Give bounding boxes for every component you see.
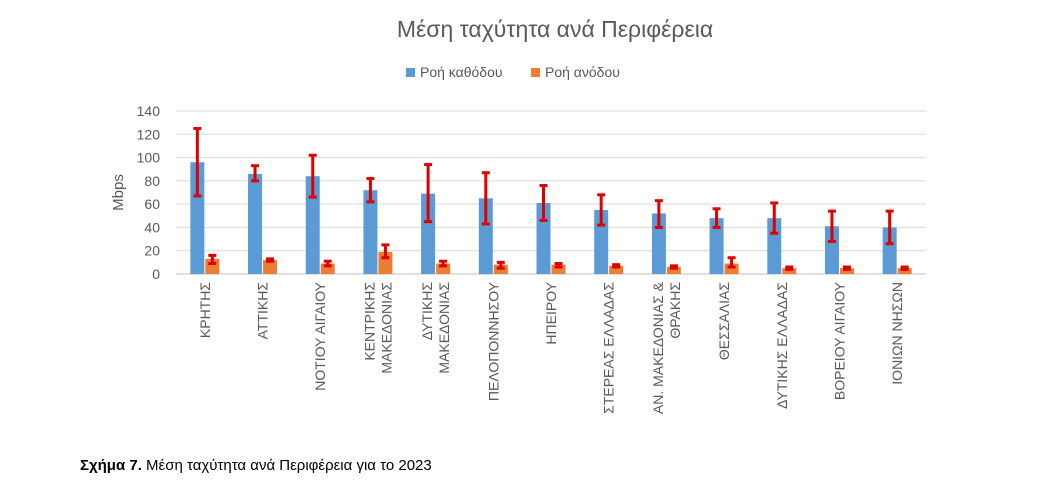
y-tick-label: 60 [144, 196, 160, 212]
x-tick-label: ΔΥΤΙΚΗΣ [419, 282, 435, 341]
figure-caption: Σχήμα 7. Μέση ταχύτητα ανά Περιφέρεια γι… [80, 457, 432, 474]
bar-upload [724, 263, 739, 274]
x-tick-label: ΘΡΑΚΗΣ [667, 282, 683, 339]
y-tick-label: 140 [137, 103, 161, 119]
bar-upload [839, 268, 854, 274]
bar-download [190, 162, 205, 274]
bar-download [709, 218, 724, 274]
bar-upload [551, 264, 566, 274]
y-axis-label: Mbps [110, 174, 127, 211]
x-tick-label: ΜΑΚΕΔΟΝΙΑΣ [436, 282, 452, 374]
bar-upload [897, 268, 912, 274]
bar-chart: Μέση ταχύτητα ανά Περιφέρεια Ροή καθόδου Ρ… [110, 16, 926, 414]
x-tick-label: ΚΡΗΤΗΣ [197, 282, 213, 338]
legend-label-2: Ροή ανόδου [545, 64, 620, 80]
x-tick-label: ΘΕΣΣΑΛΙΑΣ [716, 282, 732, 360]
x-tick-label: ΚΕΝΤΡΙΚΗΣ [361, 282, 377, 361]
x-tick-label: ΙΟΝΙΩΝ ΝΗΣΩΝ [889, 282, 905, 385]
bar-download [882, 227, 897, 274]
legend-label-1: Ροή καθόδου [420, 64, 503, 80]
bar-download [421, 193, 436, 274]
x-tick-label: ΜΑΚΕΔΟΝΙΑΣ [378, 282, 394, 374]
x-tick-label: ΗΠΕΙΡΟΥ [543, 281, 559, 344]
x-tick-label: ΑΝ. ΜΑΚΕΔΟΝΙΑΣ & [650, 281, 666, 414]
bar-download [305, 176, 320, 274]
caption-text: Μέση ταχύτητα ανά Περιφέρεια για το 2023 [141, 457, 432, 474]
y-tick-label: 40 [144, 219, 160, 235]
x-tick-label: ΣΤΕΡΕΑΣ ΕΛΛΑΔΑΣ [601, 282, 617, 414]
x-tick-label: ΔΥΤΙΚΗΣ ΕΛΛΑΔΑΣ [774, 282, 790, 409]
y-tick-label: 0 [152, 266, 160, 282]
y-tick-label: 100 [137, 150, 161, 166]
x-tick-label: ΒΟΡΕΙΟΥ ΑΙΓΑΙΟΥ [831, 281, 847, 400]
x-tick-label: ΠΕΛΟΠΟΝΝΗΣΟΥ [485, 281, 501, 401]
y-tick-label: 20 [144, 243, 160, 259]
legend-swatch-1 [406, 68, 415, 77]
y-tick-label: 120 [137, 126, 161, 142]
bar-download [363, 190, 378, 274]
x-tick-label: ΝΟΤΙΟΥ ΑΙΓΑΙΟΥ [312, 281, 328, 390]
bar-upload [263, 260, 278, 274]
bar-upload [609, 265, 624, 274]
bar-upload [782, 268, 797, 274]
legend-swatch-2 [531, 68, 540, 77]
chart-title: Μέση ταχύτητα ανά Περιφέρεια [397, 16, 713, 42]
bar-download [478, 198, 493, 274]
bar-download [824, 226, 839, 274]
x-tick-label: ΑΤΤΙΚΗΣ [255, 282, 271, 340]
bar-download [248, 173, 263, 274]
bar-upload [666, 267, 681, 274]
caption-label: Σχήμα 7. [80, 457, 142, 474]
y-tick-label: 80 [144, 173, 160, 189]
bar-upload [320, 263, 335, 274]
bar-upload [436, 263, 451, 274]
